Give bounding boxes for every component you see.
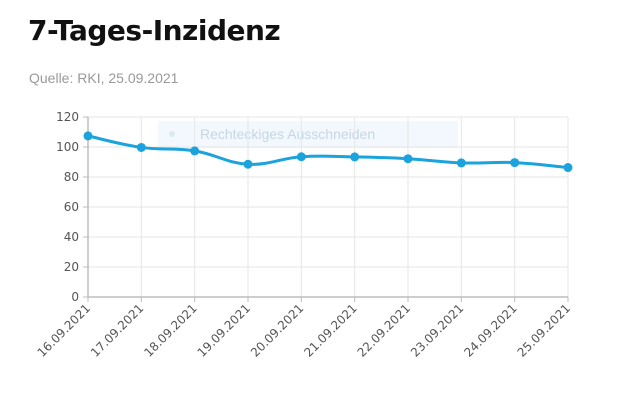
data-point-23.09.2021	[456, 158, 466, 168]
data-point-20.09.2021	[296, 152, 306, 162]
series-line	[87, 134, 569, 170]
x-tick-label: 21.09.2021	[301, 301, 359, 359]
grid-lines	[87, 116, 569, 298]
y-tick-label: 0	[71, 290, 79, 304]
data-point-22.09.2021	[403, 154, 413, 164]
x-tick-label: 20.09.2021	[248, 301, 306, 359]
y-tick-label: 60	[64, 200, 79, 214]
x-tick-labels: 16.09.202117.09.202118.09.202119.09.2021…	[35, 297, 573, 360]
y-tick-labels: 0 20 40 60 80 100 120	[56, 110, 88, 304]
data-point-21.09.2021	[350, 152, 360, 162]
data-point-25.09.2021	[563, 163, 573, 173]
overlay-dot-icon	[169, 131, 175, 137]
data-points	[83, 131, 573, 173]
y-tick-label: 80	[64, 170, 79, 184]
data-point-24.09.2021	[510, 158, 520, 168]
data-point-16.09.2021	[83, 131, 93, 141]
x-tick-label: 24.09.2021	[461, 301, 519, 359]
x-tick-label: 25.09.2021	[515, 301, 573, 359]
y-tick-label: 100	[56, 140, 79, 154]
x-tick-label: 19.09.2021	[195, 301, 253, 359]
x-tick-label: 23.09.2021	[408, 301, 466, 359]
x-tick-label: 17.09.2021	[88, 301, 146, 359]
x-tick-label: 16.09.2021	[35, 301, 93, 359]
y-tick-label: 20	[64, 260, 79, 274]
y-tick-label: 120	[56, 110, 79, 124]
y-tick-label: 40	[64, 230, 79, 244]
chart-title: 7-Tages-Inzidenz	[28, 14, 281, 47]
overlay-tooltip: Rechteckiges Ausschneiden	[158, 121, 458, 148]
data-point-17.09.2021	[136, 142, 146, 152]
data-point-18.09.2021	[190, 146, 200, 156]
x-tick-label: 18.09.2021	[141, 301, 199, 359]
x-tick-label: 22.09.2021	[355, 301, 413, 359]
data-point-19.09.2021	[243, 159, 253, 169]
chart-source: Quelle: RKI, 25.09.2021	[29, 70, 179, 86]
overlay-label: Rechteckiges Ausschneiden	[200, 126, 375, 142]
